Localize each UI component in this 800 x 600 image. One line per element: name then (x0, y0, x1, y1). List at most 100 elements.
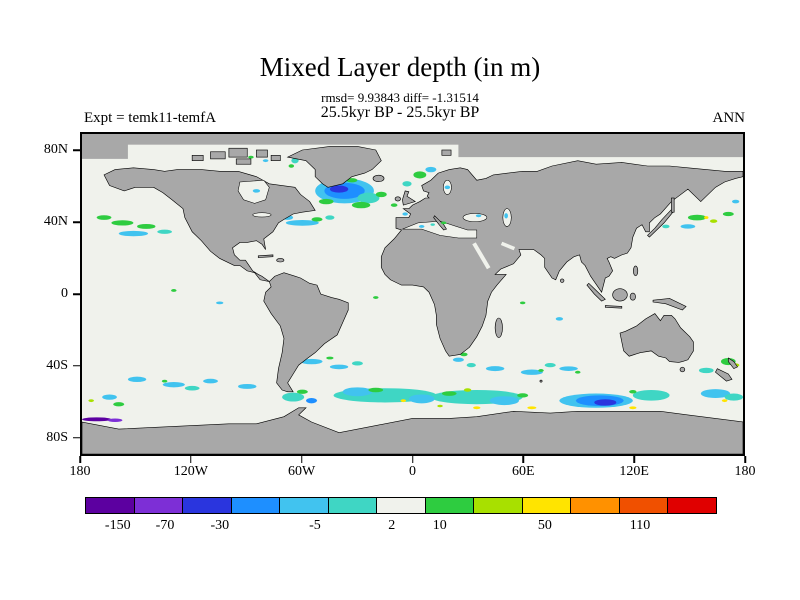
y-tick-mark (73, 293, 80, 295)
x-tick-label: 60E (512, 464, 535, 479)
persian-gulf (500, 241, 516, 251)
x-tick-label: 60W (288, 464, 316, 479)
anomaly-patch (311, 217, 323, 222)
colorbar-tick-label: -150 (104, 518, 131, 533)
arctic-island (270, 155, 281, 161)
anomaly-patch (722, 211, 734, 217)
anomaly-patch (632, 390, 670, 401)
sakhalin (671, 197, 675, 213)
colorbar-segment (376, 498, 425, 513)
new-zealand-north (727, 357, 738, 370)
anomaly-patch (107, 418, 123, 422)
colorbar-segment (327, 498, 377, 513)
anomaly-patch (430, 223, 435, 226)
colorbar-segment (521, 498, 571, 513)
experiment-label: Expt = temk11-temfA (84, 110, 217, 126)
season-label: ANN (712, 110, 746, 126)
red-sea (472, 242, 491, 270)
iceland (372, 174, 385, 182)
anomaly-patch (466, 362, 476, 368)
arctic-island (235, 158, 252, 165)
x-tick-label: 180 (734, 464, 756, 479)
anomaly-patch (408, 394, 435, 404)
anomaly-patch (368, 387, 384, 393)
anomaly-patch (329, 364, 349, 370)
arctic-mask-east (458, 134, 743, 158)
anomaly-patch (113, 402, 125, 407)
colorbar-segment (182, 498, 231, 513)
x-tick-label: 180 (69, 464, 91, 479)
y-axis-labels: 80N 40N 0 40S 80S (0, 132, 72, 456)
anomaly-patch (82, 417, 112, 422)
java (604, 305, 623, 309)
kerguelen (539, 379, 543, 383)
comparison-label: 25.5kyr BP - 25.5kyr BP (320, 104, 480, 121)
anomaly-patch (704, 216, 709, 219)
colorbar-segment (279, 498, 328, 513)
colorbar-segment (667, 498, 716, 513)
new-zealand-south (715, 368, 733, 382)
philippines (633, 265, 639, 277)
anomaly-patch (441, 391, 457, 396)
anomaly-patch (440, 221, 447, 225)
y-tick-mark (73, 365, 80, 367)
anomaly-patch (544, 362, 556, 368)
y-tick-mark (73, 149, 80, 151)
arctic-island (210, 151, 226, 160)
anomaly-patch-layer (82, 155, 743, 422)
anomaly-patch (555, 317, 564, 321)
anomaly-patch (425, 166, 437, 173)
colorbar-tick-label: -30 (210, 518, 230, 533)
anomaly-patch (517, 393, 529, 398)
anomaly-patch (452, 357, 464, 362)
anomaly-patch (375, 191, 387, 198)
anomaly-patch (351, 361, 363, 366)
anomaly-patch (402, 212, 408, 216)
anomaly-patch (724, 393, 743, 401)
stats-line: rmsd= 9.93843 diff= -1.31514 (321, 90, 479, 105)
eurasia-africa (380, 160, 743, 357)
anomaly-patch (118, 230, 149, 237)
x-tick-mark (190, 456, 192, 463)
anomaly-patch (342, 387, 373, 397)
page-title: Mixed Layer depth (in m) (259, 52, 541, 82)
anomaly-patch (88, 399, 94, 403)
anomaly-patch (96, 215, 112, 220)
anomaly-patch (329, 185, 349, 193)
ireland (394, 196, 401, 202)
anomaly-patch (594, 399, 617, 406)
anomaly-patch (402, 181, 412, 187)
anomaly-patch (288, 164, 295, 168)
colorbar-segment (86, 498, 134, 513)
colorbar-labels: -150 -70 -30 -5 2 10 50 110 (85, 518, 715, 536)
black-sea (462, 213, 488, 222)
anomaly-patch (306, 398, 318, 404)
anomaly-patch (538, 369, 544, 372)
anomaly-patch (731, 199, 740, 204)
colorbar-tick-label: -5 (309, 518, 321, 533)
antarctica (82, 407, 743, 454)
inland-sea-patch-layer (252, 185, 508, 228)
anomaly-patch (326, 356, 334, 360)
arctic-mask-band (82, 134, 743, 145)
anomaly-patch (400, 399, 407, 403)
anomaly-patch (325, 215, 335, 220)
anomaly-patch (519, 301, 526, 305)
anomaly-patch (709, 219, 718, 223)
anomaly-patch (291, 158, 299, 164)
anomaly-patch (157, 229, 172, 234)
y-tick-mark (73, 437, 80, 439)
new-guinea (652, 298, 687, 311)
south-america (263, 272, 349, 393)
y-tick-label: 80S (46, 429, 68, 445)
borneo (612, 288, 628, 302)
anomaly-patch (111, 220, 134, 226)
anomaly-patch (444, 185, 451, 190)
sri-lanka (559, 278, 565, 283)
great-britain (402, 190, 416, 206)
tasmania (679, 366, 686, 373)
x-tick-mark (79, 456, 81, 463)
anomaly-patch (418, 225, 425, 228)
anomaly-patch (721, 399, 728, 403)
